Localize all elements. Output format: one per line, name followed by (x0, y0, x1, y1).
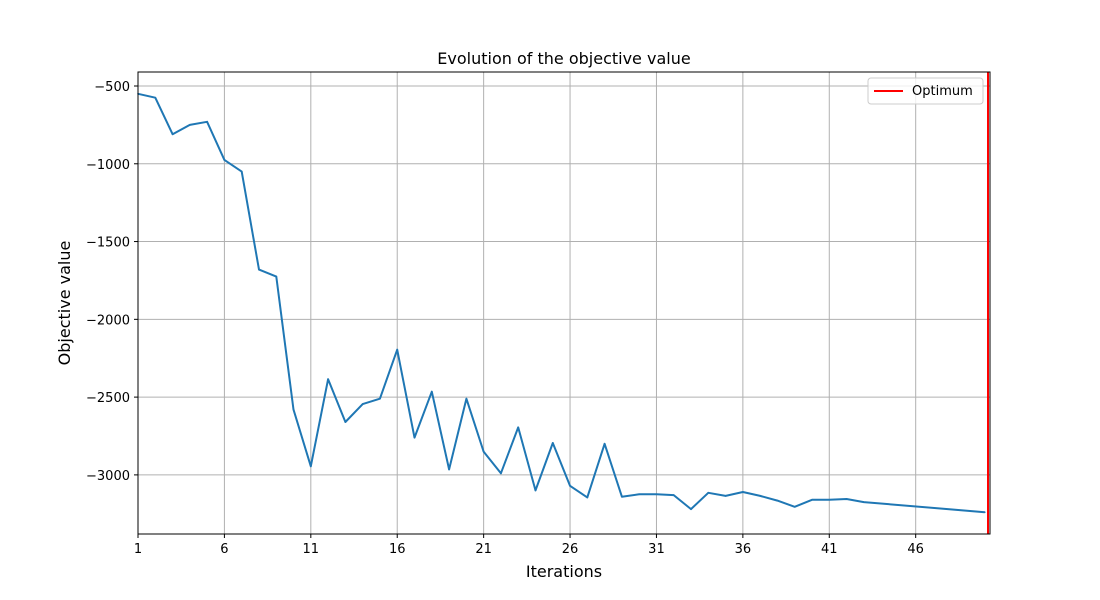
objective-point (724, 495, 727, 497)
objective-point (361, 403, 364, 405)
objective-point (154, 96, 157, 99)
objective-point (413, 436, 416, 439)
objective-point (327, 378, 329, 381)
objective-point (551, 442, 554, 444)
objective-point (586, 496, 589, 499)
objective-point (448, 468, 450, 471)
grid-lines (137, 72, 990, 534)
data-marks (137, 72, 989, 534)
objective-point (258, 268, 260, 271)
objective-series-line (137, 92, 985, 514)
objective-point (811, 498, 813, 501)
x-tick-label: 26 (562, 542, 579, 557)
legend-label-optimum: Optimum (912, 84, 973, 99)
y-axis-label: Objective value (55, 241, 74, 366)
objective-point (655, 493, 658, 496)
x-tick-label: 6 (220, 542, 228, 557)
objective-point (240, 170, 243, 173)
objective-point (984, 511, 986, 514)
y-tick-label: −500 (94, 80, 130, 95)
objective-point (776, 499, 779, 502)
objective-point (707, 491, 710, 494)
axis-ticks: 1 6 11 16 21 26 31 36 41 46−500−1000−1500−2000−25… (86, 80, 924, 557)
objective-point (465, 397, 468, 400)
x-tick-label: 31 (648, 542, 665, 557)
y-tick-label: −1500 (86, 236, 130, 251)
objective-point (292, 408, 295, 411)
y-tick-label: −2500 (86, 391, 130, 406)
objective-point (672, 494, 675, 496)
objective-point (223, 159, 226, 161)
objective-point (793, 505, 796, 508)
objective-point (171, 133, 174, 136)
plot-frame (137, 71, 991, 535)
objective-point (759, 495, 761, 497)
y-tick-label: −3000 (86, 469, 130, 484)
x-tick-label: 21 (475, 542, 492, 557)
objective-point (534, 489, 537, 492)
x-axis-label: Iterations (526, 562, 602, 581)
x-tick-label: 46 (907, 542, 924, 557)
x-tick-label: 11 (303, 542, 320, 557)
objective-point (500, 472, 502, 475)
x-tick-label: 36 (735, 542, 752, 557)
objective-point (621, 495, 623, 498)
legend-box (867, 77, 984, 105)
y-tick-label: −2000 (86, 313, 130, 328)
objective-point (189, 124, 191, 126)
objective-point (845, 498, 848, 500)
x-tick-label: 16 (389, 542, 406, 557)
objective-point (742, 491, 744, 493)
objective-point (517, 426, 520, 429)
objective-point (206, 120, 208, 123)
objective-point (690, 508, 692, 510)
objective-point (569, 484, 571, 487)
y-tick-label: −1000 (86, 158, 130, 173)
objective-point (344, 421, 347, 423)
objective-point (482, 450, 485, 453)
objective-point (638, 493, 640, 496)
objective-point (603, 442, 606, 445)
objective-point (430, 390, 433, 393)
objective-point (379, 397, 381, 400)
chart-title: Evolution of the objective value (437, 49, 690, 68)
legend: Optimum (867, 77, 984, 105)
objective-point (275, 275, 278, 278)
objective-point (828, 498, 831, 501)
objective-point (863, 501, 865, 503)
objective-point (396, 348, 399, 351)
x-tick-label: 41 (821, 542, 838, 557)
objective-point (310, 465, 312, 468)
x-tick-label: 1 (134, 542, 142, 557)
